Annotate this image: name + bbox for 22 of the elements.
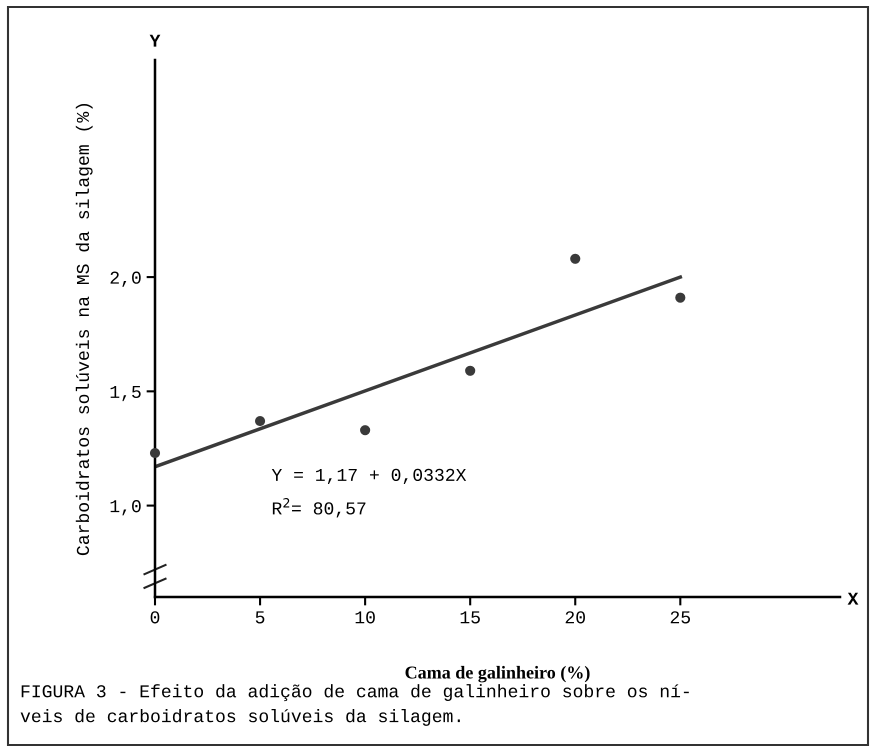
x-axis-title: Cama de galinheiro (%) [406,666,590,682]
x-tick-label: 25 [670,611,690,624]
point [675,292,686,303]
x-tick-label: 15 [460,611,480,624]
y-tick-label: 1,0 [110,500,141,516]
text: X [848,592,858,605]
annotation: R$^{2}$= 80,57 [272,498,366,518]
annotation: Y = 1,17 + 0,0332X [272,468,466,484]
x-tick-label: 20 [566,611,585,624]
text: FIGURA 3 - Efeito da adição de cama de galinheiro sobre os ní- veis de carboidratos solúveis da silagem. [20,684,689,726]
x-tick-label: 5 [256,611,264,624]
y-tick-label: 1,5 [110,386,141,402]
point [360,425,370,436]
point [570,254,580,264]
text: Y [150,34,160,47]
x-tick-label: 10 [356,611,375,624]
y-axis-title: Carboidratos solúveis na MS da silagem (%) [76,104,93,556]
point [465,366,476,376]
point [254,416,266,426]
x-tick-label: 0 [150,611,160,624]
point [150,448,160,458]
y-tick-label: 2,0 [110,272,141,287]
